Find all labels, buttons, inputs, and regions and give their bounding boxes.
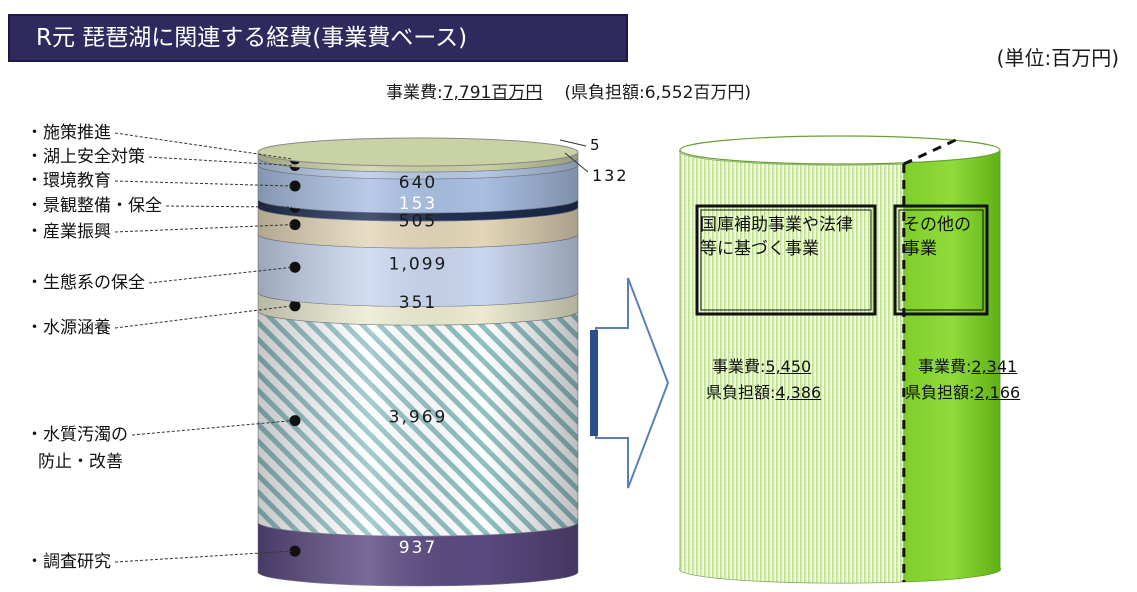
- category-label: ・水質汚濁の: [26, 425, 128, 445]
- cylinder-segment-shade: [258, 165, 578, 214]
- split-left-title: 国庫補助事業や法律等に基づく事業: [700, 215, 853, 259]
- category-label: ・水源涵養: [26, 318, 111, 338]
- left-burden: 県負担額:4,386: [706, 383, 822, 402]
- segment-value-label: 5: [590, 136, 602, 154]
- leader-line: [165, 205, 293, 208]
- split-cylinder: [679, 135, 1001, 584]
- summary-value: 7,791百万円: [442, 83, 543, 103]
- category-label: ・調査研究: [26, 552, 111, 572]
- split-left-box-inner: [700, 209, 872, 311]
- segment-marker: [289, 261, 301, 273]
- left-project-cost: 事業費:5,450: [712, 357, 812, 376]
- segment-marker: [289, 415, 301, 427]
- cylinder-segment-shade: [258, 207, 578, 249]
- segment-value-label: 505: [399, 212, 437, 232]
- split-left-box: [695, 204, 877, 316]
- leader-line: [148, 156, 293, 167]
- category-label: ・環境教育: [26, 171, 111, 191]
- unit-label: (単位:百万円): [996, 46, 1119, 70]
- segment-marker: [289, 180, 301, 192]
- segment-value-label: 937: [399, 538, 437, 558]
- value-pointer: [559, 139, 587, 147]
- cylinder-segment-shade: [258, 152, 578, 172]
- cylinder-segment-shade: [258, 199, 578, 222]
- category-label: ・産業振興: [26, 222, 111, 242]
- segment-value-label: 3,969: [389, 408, 448, 428]
- leader-lines: ・施策推進・湖上安全対策・環境教育・景観整備・保全・産業振興・生態系の保全・水源…: [26, 123, 589, 572]
- cylinder-segment-shade: [258, 158, 578, 180]
- split-right-box: [893, 204, 989, 316]
- title-bar: R元 琵琶湖に関連する経費(事業費ベース): [8, 14, 628, 62]
- leader-line: [114, 224, 293, 233]
- summary-sub: (県負担額:6,552百万円): [564, 83, 752, 103]
- segment-marker: [289, 300, 301, 312]
- right-project-cost: 事業費:2,341: [918, 357, 1018, 376]
- segment-value-label: 640: [399, 173, 437, 193]
- summary-line: 事業費:7,791百万円 (県負担額:6,552百万円): [0, 78, 1137, 103]
- chart-title: R元 琵琶湖に関連する経費(事業費ベース): [36, 25, 468, 51]
- category-label: ・湖上安全対策: [26, 147, 145, 167]
- category-label: 防止・改善: [38, 452, 123, 472]
- segment-marker: [289, 545, 301, 557]
- cylinder-top: [257, 137, 579, 167]
- split-divider-top: [903, 136, 961, 166]
- split-right-title: その他の事業: [903, 215, 971, 259]
- cylinder-segment-shade: [258, 234, 578, 307]
- cylinder-segment-shade: [258, 522, 578, 586]
- category-label: ・景観整備・保全: [26, 196, 162, 216]
- segment-value-label: 351: [399, 293, 437, 313]
- segment-value-label: 153: [399, 194, 437, 214]
- right-burden: 県負担額:2,166: [905, 383, 1021, 402]
- category-label: ・生態系の保全: [26, 273, 145, 293]
- leader-line: [148, 266, 293, 284]
- leader-line: [114, 180, 293, 187]
- value-pointer: [564, 152, 589, 173]
- arrow-icon: [590, 277, 670, 489]
- leader-line: [131, 420, 293, 436]
- category-label: ・施策推進: [26, 123, 111, 143]
- cylinder-segment-shade: [258, 311, 578, 537]
- cylinder-segment-shade: [258, 292, 578, 326]
- segment-marker: [289, 219, 301, 231]
- summary-label: 事業費:: [385, 83, 443, 103]
- segment-value-label: 132: [592, 166, 629, 185]
- leader-line: [114, 550, 293, 563]
- split-right-box-inner: [898, 209, 984, 311]
- segment-value-label: 1,099: [389, 254, 448, 274]
